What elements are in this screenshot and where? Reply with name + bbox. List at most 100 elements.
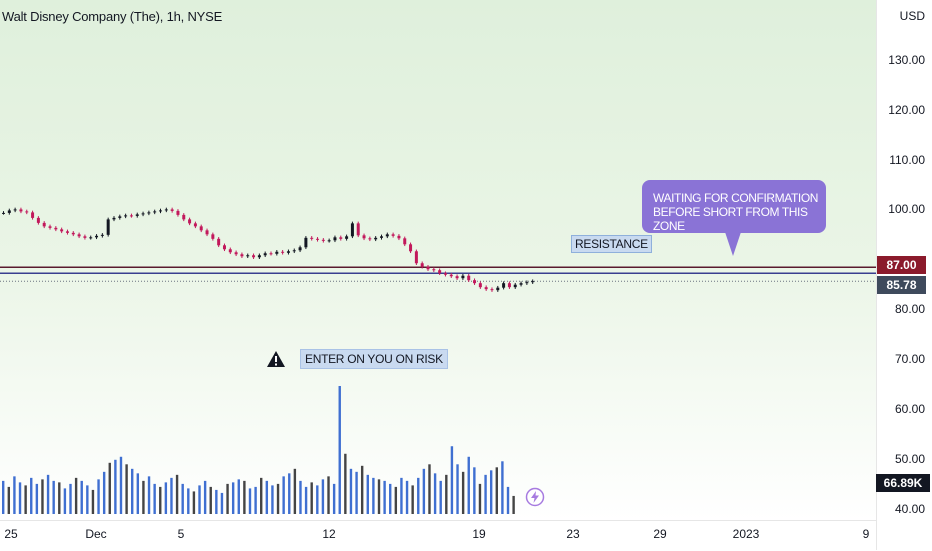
x-tick-label: 19 — [472, 527, 486, 541]
candle-body — [95, 235, 99, 238]
candle-body — [461, 275, 465, 279]
chart-plot-area[interactable]: Walt Disney Company (The), 1h, NYSE WAIT… — [0, 0, 876, 520]
volume-bar — [181, 483, 184, 514]
candle-body — [513, 284, 517, 288]
candle-body — [211, 234, 215, 239]
candle-body — [292, 250, 296, 252]
candle-body — [403, 238, 407, 245]
candle-body — [176, 210, 180, 215]
x-tick-label: Dec — [85, 527, 107, 541]
resistance-label[interactable]: RESISTANCE — [571, 235, 652, 253]
callout-annotation[interactable]: WAITING FOR CONFIRMATION BEFORE SHORT FR… — [642, 180, 826, 233]
x-tick-label: 9 — [862, 527, 870, 541]
volume-bar — [164, 482, 168, 514]
y-tick-label: 120.00 — [888, 102, 925, 117]
volume-bar — [512, 495, 515, 514]
volume-bar — [243, 480, 246, 514]
volume-bar — [41, 479, 44, 514]
volume-bar — [344, 453, 347, 514]
volume-bar — [24, 485, 27, 514]
chart-title: Walt Disney Company (The), 1h, NYSE — [2, 9, 223, 24]
volume-bar — [175, 474, 179, 514]
candle-body — [188, 219, 192, 224]
volume-bar — [226, 483, 229, 514]
lightning-icon[interactable] — [525, 487, 545, 507]
volume-bar — [108, 462, 111, 514]
time-axis[interactable]: 25 Dec 5 12 19 23 29 2023 9 — [0, 520, 876, 551]
volume-bar — [400, 477, 403, 514]
candle-body — [65, 231, 69, 233]
currency-label: USD — [899, 9, 925, 23]
volume-bar — [327, 476, 330, 514]
candle-body — [478, 283, 482, 288]
candle-body — [234, 252, 238, 255]
volume-bar — [2, 480, 5, 514]
volume-bar — [46, 474, 50, 514]
volume-bar — [91, 489, 95, 514]
x-tick-label: 23 — [566, 527, 580, 541]
volume-bar — [389, 483, 392, 514]
candle-body — [36, 217, 40, 223]
volume-bar — [52, 480, 55, 514]
candle-body — [25, 211, 29, 213]
candle-body — [438, 270, 442, 274]
candle-body — [147, 212, 151, 214]
volume-bar — [439, 480, 442, 514]
volume-bar — [495, 467, 498, 514]
candle-body — [385, 234, 389, 237]
volume-bar — [372, 477, 375, 514]
candle-body — [316, 238, 320, 240]
candle-body — [467, 275, 471, 281]
price-axis[interactable]: USD 130.00 120.00 110.00 100.00 80.00 70.00 60… — [876, 0, 932, 550]
candle-body — [164, 209, 168, 211]
y-tick-label: 40.00 — [894, 501, 925, 516]
candle-body — [217, 238, 221, 246]
volume-bar — [501, 461, 504, 514]
volume-bar — [456, 464, 459, 514]
y-tick-label: 100.00 — [888, 202, 925, 217]
candle-body — [2, 212, 5, 214]
volume-bar — [366, 474, 369, 514]
candle-body — [19, 209, 23, 212]
volume-bar — [271, 485, 274, 514]
candle-body — [333, 237, 337, 241]
volume-bar — [321, 479, 325, 514]
candle-body — [7, 210, 11, 213]
volume-bar — [119, 456, 123, 514]
candle-body — [507, 283, 511, 288]
candle-body — [391, 234, 395, 236]
y-tick-label: 60.00 — [894, 401, 925, 416]
volume-bar — [30, 477, 33, 514]
candle-body — [298, 247, 302, 251]
candle-body — [356, 223, 360, 236]
candle-body — [112, 217, 116, 220]
volume-bar — [338, 386, 341, 514]
candle-body — [159, 210, 163, 212]
candle-body — [182, 214, 186, 220]
volume-bar — [35, 483, 39, 514]
candle-body — [345, 236, 349, 239]
candle-body — [246, 255, 250, 257]
candle-body — [397, 235, 401, 239]
volume-bar — [288, 473, 291, 514]
candle-body — [118, 216, 122, 218]
candle-body — [129, 215, 133, 217]
volume-bar — [97, 479, 100, 514]
enter-label[interactable]: ENTER ON YOU ON RISK — [300, 349, 448, 369]
volume-bar — [142, 480, 145, 514]
volume-bar — [63, 488, 67, 514]
volume-bar — [383, 480, 386, 514]
candle-body — [13, 209, 17, 211]
volume-bar — [74, 477, 78, 514]
resistance-price-badge: 87.00 — [877, 256, 926, 274]
volume-bar — [299, 480, 302, 514]
volume-bar — [265, 480, 269, 514]
x-tick-label: 12 — [322, 527, 336, 541]
candle-body — [275, 251, 279, 254]
y-tick-label: 130.00 — [888, 52, 925, 67]
candle-body — [420, 263, 424, 267]
candle-body — [263, 253, 267, 256]
candle-body — [443, 273, 447, 275]
volume-bar — [80, 480, 83, 514]
candle-body — [269, 253, 273, 255]
